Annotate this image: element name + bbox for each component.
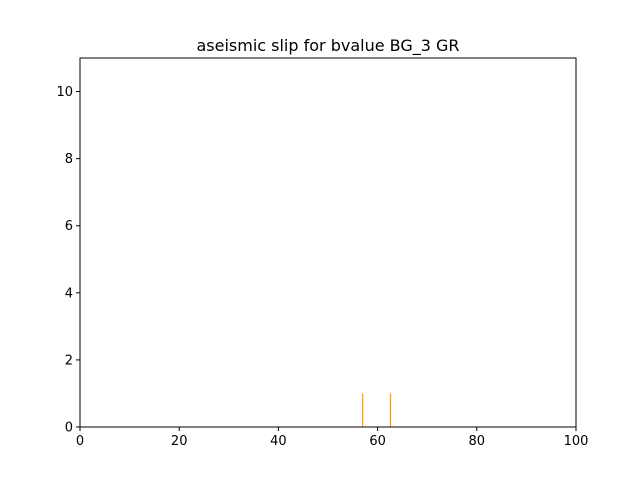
y-tick-label-2: 4 bbox=[65, 286, 73, 301]
x-tick-label-0: 0 bbox=[76, 434, 84, 449]
y-tick-label-1: 2 bbox=[65, 353, 73, 368]
bar-0-1 bbox=[389, 393, 392, 427]
x-tick-label-3: 60 bbox=[369, 434, 386, 449]
y-tick-label-4: 8 bbox=[65, 152, 73, 167]
y-axis: 0 2 4 6 8 10 bbox=[56, 85, 80, 436]
chart-title: aseismic slip for bvalue BG_3 GR bbox=[196, 36, 459, 56]
y-tick-label-3: 6 bbox=[65, 219, 73, 234]
plot-frame bbox=[79, 57, 577, 428]
x-tick-label-4: 80 bbox=[469, 434, 486, 449]
bars-group bbox=[362, 393, 392, 427]
x-tick-label-5: 100 bbox=[564, 434, 589, 449]
y-tick-label-0: 0 bbox=[65, 421, 73, 436]
bar-0-0 bbox=[362, 393, 364, 427]
y-tick-label-5: 10 bbox=[56, 85, 73, 100]
x-tick-label-2: 40 bbox=[270, 434, 287, 449]
x-axis: 0 20 40 60 80 100 bbox=[76, 427, 589, 449]
x-tick-label-1: 20 bbox=[171, 434, 188, 449]
